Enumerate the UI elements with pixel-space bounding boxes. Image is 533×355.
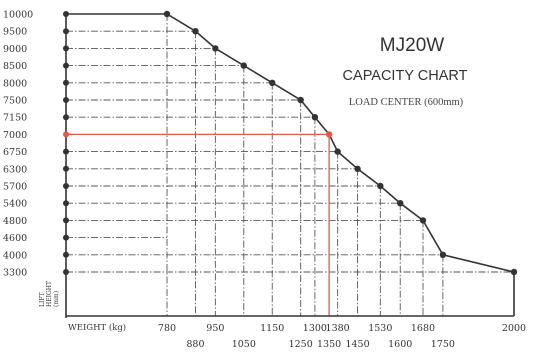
y-tick-label: 7000 xyxy=(3,130,27,141)
data-point xyxy=(269,79,276,87)
chart-subtitle: LOAD CENTER (600mm) xyxy=(349,97,464,108)
y-axis-marker xyxy=(63,234,69,241)
y-tick-label: 5700 xyxy=(3,182,27,193)
y-axis-marker xyxy=(63,45,69,52)
y-tick-label: 6300 xyxy=(3,164,27,175)
y-tick-label: 7150 xyxy=(3,113,27,124)
x-tick-label: 2000 xyxy=(502,323,526,334)
y-axis-marker xyxy=(63,251,69,258)
data-point xyxy=(240,62,247,69)
x-axis-label: WEIGHT (kg) xyxy=(68,322,126,333)
y-tick-label: 5400 xyxy=(3,199,27,210)
y-axis-marker xyxy=(63,200,69,207)
y-tick-label: 7500 xyxy=(3,96,27,107)
x-tick-label: 1680 xyxy=(411,323,435,334)
data-point xyxy=(163,10,171,18)
y-tick-label: 9000 xyxy=(3,44,27,55)
y-tick-label: 8500 xyxy=(3,61,27,72)
y-axis-marker xyxy=(63,62,69,69)
x-tick-label: 780 xyxy=(158,323,176,334)
y-axis-marker xyxy=(63,131,69,138)
data-point xyxy=(311,114,319,121)
y-axis-marker xyxy=(63,114,69,121)
x-tick-label: 1350 xyxy=(317,339,341,350)
y-axis-marker xyxy=(63,28,69,35)
x-tick-label: 1600 xyxy=(388,339,412,350)
data-point xyxy=(419,217,427,224)
data-point xyxy=(212,45,219,52)
data-point xyxy=(510,268,518,276)
model-title: MJ20W xyxy=(380,35,444,56)
y-axis-marker xyxy=(63,79,69,86)
chart-title: CAPACITY CHART xyxy=(343,68,468,84)
x-tick-label: 1050 xyxy=(232,339,256,350)
y-axis-label-line: (mm) xyxy=(53,291,60,307)
y-axis-marker xyxy=(63,269,69,275)
x-tick-label: 880 xyxy=(186,339,204,350)
x-tick-label: 1530 xyxy=(368,323,392,334)
x-tick-label: 950 xyxy=(206,323,224,334)
y-axis-marker xyxy=(63,97,69,103)
x-tick-label: 1380 xyxy=(326,323,350,334)
y-axis-marker xyxy=(63,148,69,155)
x-tick-label: 1450 xyxy=(345,339,369,350)
x-tick-label: 1250 xyxy=(289,339,313,350)
tick-labels: 10000 9500 9000 8500 8000 7500 7150 7000 6750 630… xyxy=(3,10,526,351)
y-axis-label-line: HEIGHT xyxy=(46,281,53,307)
y-tick-label: 9500 xyxy=(3,27,27,38)
chart-titles: MJ20W CAPACITY CHART LOAD CENTER (600mm)… xyxy=(68,35,468,333)
capacity-line xyxy=(166,13,515,273)
grid-lines xyxy=(66,13,515,316)
y-tick-label: 8000 xyxy=(3,78,27,89)
y-axis-label-line: LIFT xyxy=(39,292,46,307)
y-tick-label: 4000 xyxy=(3,250,27,261)
data-point xyxy=(439,251,447,258)
x-tick-label: 1150 xyxy=(260,323,284,334)
y-tick-label: 4600 xyxy=(3,233,27,244)
data-point xyxy=(334,148,341,155)
x-tick-label: 1300 xyxy=(303,323,327,334)
y-tick-label: 3300 xyxy=(3,268,27,279)
y-tick-label: 4800 xyxy=(3,216,27,227)
data-point xyxy=(297,96,304,104)
x-tick-label: 1750 xyxy=(431,339,455,350)
data-point xyxy=(192,28,199,35)
data-point xyxy=(397,200,404,207)
y-axis-marker xyxy=(63,217,69,224)
data-point xyxy=(354,165,361,172)
y-axis-label: LIFT HEIGHT (mm) xyxy=(39,281,60,307)
y-tick-label: 10000 xyxy=(3,10,33,21)
highlight-point xyxy=(325,131,333,138)
data-point xyxy=(377,182,384,190)
capacity-series xyxy=(63,10,518,276)
y-axis-marker xyxy=(63,165,69,172)
y-axis-marker xyxy=(63,183,69,189)
y-axis-marker xyxy=(63,11,69,17)
y-tick-label: 6750 xyxy=(3,147,27,158)
